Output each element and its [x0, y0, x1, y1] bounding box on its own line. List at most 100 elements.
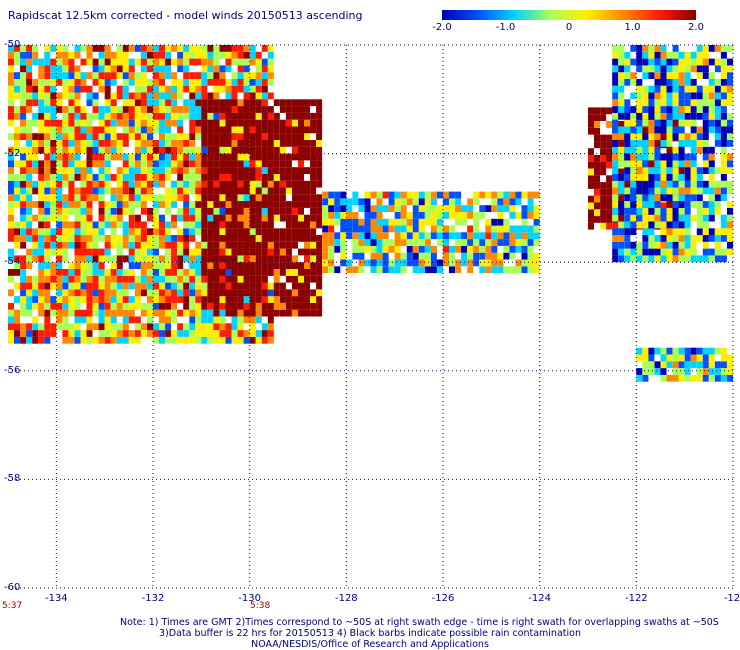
wind-cell [690, 361, 697, 369]
wind-cell [533, 191, 540, 199]
wind-cell [503, 205, 510, 212]
wind-cell [666, 202, 673, 210]
wind-cell [255, 119, 262, 127]
wind-cell [418, 239, 425, 246]
wind-cell [678, 248, 685, 256]
wind-cell [8, 174, 14, 181]
wind-cell [153, 296, 159, 303]
wind-cell [612, 78, 619, 86]
wind-cell [672, 65, 679, 73]
wind-cell [213, 282, 220, 290]
wind-cell [630, 187, 637, 195]
wind-cell [231, 106, 238, 113]
wind-cell [708, 112, 715, 120]
wind-cell [249, 78, 256, 86]
wind-cell [177, 235, 184, 242]
wind-cell [153, 119, 159, 127]
wind-cell [455, 191, 462, 199]
wind-cell [56, 282, 63, 290]
wind-cell [298, 235, 304, 242]
wind-cell [720, 106, 727, 113]
wind-cell [600, 182, 607, 189]
wind-cell [503, 218, 510, 226]
wind-cell [279, 146, 286, 154]
wind-cell [267, 302, 274, 310]
wind-cell [455, 198, 462, 206]
wind-cell [678, 354, 685, 362]
wind-cell [32, 119, 39, 127]
wind-cell [606, 182, 613, 189]
wind-cell [104, 201, 111, 208]
wind-cell [116, 323, 123, 331]
wind-cell [243, 336, 250, 344]
wind-cell [207, 160, 214, 168]
wind-cell [225, 187, 232, 195]
wind-cell [485, 225, 492, 233]
wind-cell [636, 153, 643, 161]
wind-cell [612, 228, 619, 236]
wind-cell [672, 174, 679, 181]
wind-cell [147, 167, 153, 174]
wind-cell [424, 212, 431, 219]
wind-cell [636, 160, 643, 168]
wind-cell [267, 296, 274, 303]
wind-cell [68, 330, 75, 337]
wind-cell [696, 167, 703, 174]
wind-cell [38, 248, 45, 256]
wind-cell [213, 309, 220, 317]
wind-cell [153, 336, 159, 344]
wind-cell [279, 235, 286, 242]
wind-cell [50, 72, 57, 79]
wind-cell [727, 112, 733, 120]
wind-cell [195, 207, 202, 215]
wind-cell [74, 126, 81, 134]
wind-cell [159, 194, 165, 202]
wind-cell [618, 92, 625, 100]
wind-cell [243, 194, 250, 202]
wind-cell [292, 106, 298, 113]
wind-cell [461, 245, 468, 253]
wind-cell [364, 212, 371, 219]
wind-cell [600, 134, 607, 142]
wind-cell [509, 191, 516, 199]
wind-cell [62, 194, 69, 202]
wind-cell [660, 167, 667, 174]
wind-cell [684, 72, 691, 79]
wind-cell [98, 323, 105, 331]
wind-cell [678, 126, 685, 134]
wind-cell [642, 361, 649, 369]
wind-cell [630, 167, 637, 174]
wind-cell [26, 248, 33, 256]
wind-cell [678, 361, 685, 369]
wind-cell [213, 187, 220, 195]
wind-cell [20, 187, 27, 195]
wind-cell [50, 201, 57, 208]
wind-cell [624, 119, 631, 127]
wind-cell [140, 153, 147, 161]
wind-cell [714, 140, 721, 147]
wind-cell [8, 323, 14, 331]
wind-cell [213, 228, 220, 236]
wind-cell [86, 153, 93, 161]
wind-cell [648, 368, 655, 375]
wind-cell [714, 58, 721, 66]
wind-cell [273, 126, 280, 134]
wind-cell [678, 78, 685, 86]
wind-cell [189, 289, 196, 297]
wind-cell [322, 218, 329, 226]
wind-cell [533, 252, 540, 260]
wind-cell [304, 167, 310, 174]
wind-cell [376, 266, 383, 274]
wind-cell [74, 262, 81, 269]
wind-cell [720, 133, 727, 140]
wind-cell [243, 72, 250, 79]
wind-cell [62, 106, 69, 113]
wind-cell [207, 235, 214, 242]
wind-cell [285, 302, 292, 310]
wind-cell [648, 119, 655, 127]
wind-cell [153, 106, 159, 113]
wind-cell [128, 58, 135, 66]
wind-cell [648, 153, 655, 161]
wind-cell [527, 198, 534, 206]
wind-cell [201, 187, 208, 195]
